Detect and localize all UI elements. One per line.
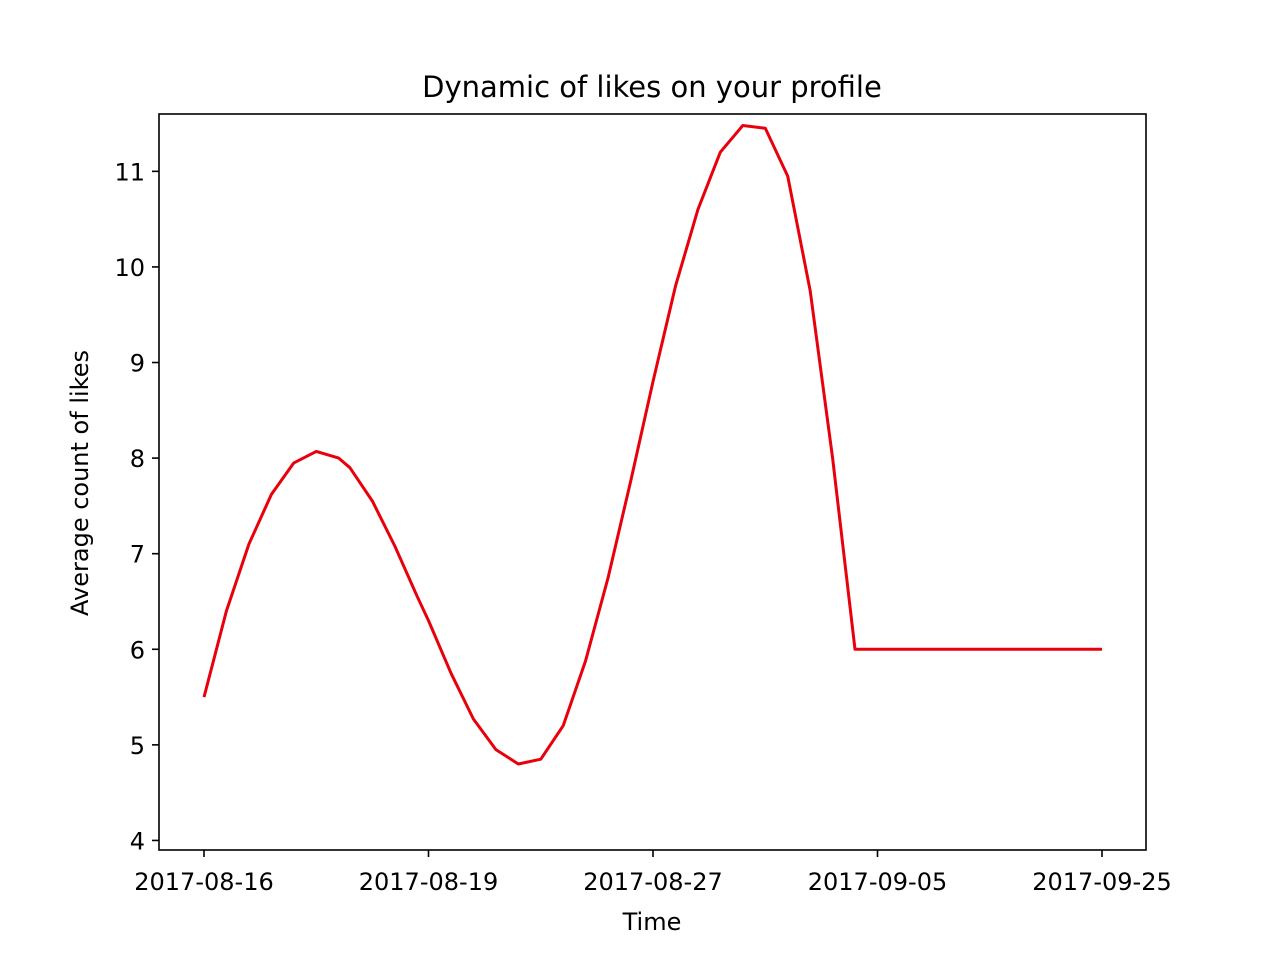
x-axis-label: Time — [622, 908, 682, 936]
x-tick-label: 2017-09-05 — [808, 868, 947, 896]
y-tick-label: 11 — [114, 158, 145, 186]
y-tick-label: 9 — [130, 350, 145, 378]
x-tick-label: 2017-09-25 — [1032, 868, 1171, 896]
plot-area — [158, 113, 1147, 851]
x-tick-label: 2017-08-27 — [583, 868, 722, 896]
y-tick-label: 5 — [130, 732, 145, 760]
chart-title: Dynamic of likes on your profile — [422, 70, 882, 104]
y-tick-label: 6 — [130, 636, 145, 664]
y-tick-label: 10 — [114, 254, 145, 282]
y-axis: 4 5 6 7 8 9 10 11 — [114, 158, 159, 855]
x-tick-label: 2017-08-16 — [134, 868, 273, 896]
plot-frame — [158, 113, 1147, 851]
y-tick-label: 4 — [130, 827, 145, 855]
series-line-1 — [202, 124, 1102, 766]
y-axis-label: Average count of likes — [66, 350, 94, 616]
x-tick-label: 2017-08-19 — [359, 868, 498, 896]
y-tick-label: 7 — [130, 541, 145, 569]
y-tick-label: 8 — [130, 445, 145, 473]
x-axis: 2017-08-16 2017-08-19 2017-08-27 2017-09-05… — [134, 850, 1172, 896]
